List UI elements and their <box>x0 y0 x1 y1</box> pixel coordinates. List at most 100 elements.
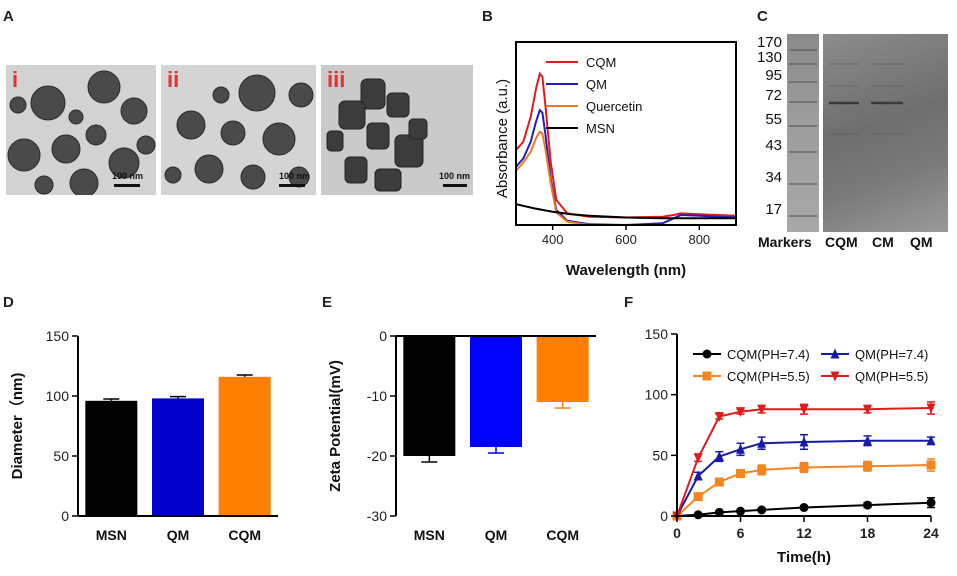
zeta-potential-chart: MSN QM CQM 0 -10 -20 -30 Zeta Potential(mV) <box>327 328 596 543</box>
data-point <box>693 510 703 520</box>
gel-lane-label: CQM <box>825 234 858 250</box>
tem-particles-cqm <box>321 65 473 195</box>
data-point <box>799 436 809 447</box>
scale-bar <box>279 184 305 187</box>
data-point <box>863 404 872 415</box>
tem-image-qm: ii 100 nm <box>161 65 316 195</box>
gel-marker-label: 130 <box>756 49 782 66</box>
gel-lane-label: Markers <box>758 234 812 250</box>
bar-msn <box>403 336 456 456</box>
data-point <box>757 404 767 415</box>
data-point <box>714 477 724 487</box>
data-point <box>757 465 767 475</box>
y-axis-label: Diameter（nm) <box>8 373 26 480</box>
y-tick-label: 0 <box>379 328 387 344</box>
x-tick-label: 24 <box>923 525 939 541</box>
x-tick-label: 800 <box>688 232 710 247</box>
data-point <box>799 404 809 415</box>
legend-label: Quercetin <box>586 99 642 114</box>
y-tick-label: 0 <box>61 508 69 524</box>
gel-marker-label: 170 <box>756 34 782 51</box>
y-tick-label: -20 <box>367 448 387 464</box>
bar-qm <box>152 398 204 516</box>
x-tick-label: 12 <box>796 525 812 541</box>
tem-image-msn: i 100 nm <box>6 65 156 195</box>
data-point <box>926 498 936 508</box>
bar-cqm <box>536 336 589 402</box>
legend-label: MSN <box>586 121 615 136</box>
bar-cqm <box>218 376 271 516</box>
category-label: MSN <box>414 527 445 543</box>
tem-label-i: i <box>12 67 19 92</box>
x-tick-label: 6 <box>737 525 745 541</box>
tem-particles-qm <box>161 65 316 195</box>
y-tick-label: 50 <box>652 447 668 463</box>
data-point <box>926 403 936 414</box>
y-tick-label: 100 <box>645 387 669 403</box>
bar-qm <box>470 336 522 447</box>
legend-marker <box>702 371 712 381</box>
data-point <box>863 500 872 510</box>
y-tick-label: 50 <box>53 448 69 464</box>
category-label: QM <box>167 527 190 543</box>
tem-particles-msn <box>6 65 156 195</box>
series-line-cqm <box>515 71 737 219</box>
x-axis-label: Time(h) <box>777 549 831 566</box>
legend-label: CQM(PH=5.5) <box>727 369 810 384</box>
gel-marker-label: 95 <box>765 67 782 84</box>
diameter-chart: MSN QM CQM 0 50 100 150 Diameter（nm) <box>8 328 278 543</box>
gel-marker-label: 72 <box>765 87 782 104</box>
gel-sample-lanes <box>823 34 948 232</box>
data-point <box>736 443 745 454</box>
x-tick-label: 400 <box>542 232 564 247</box>
y-tick-label: 0 <box>660 508 668 524</box>
series-line-qm <box>515 108 737 227</box>
data-point <box>714 412 724 423</box>
data-point <box>863 435 872 446</box>
tem-label-ii: ii <box>167 67 180 92</box>
category-label: MSN <box>96 527 127 543</box>
x-tick-label: 0 <box>673 525 681 541</box>
data-point <box>714 451 724 462</box>
panel-e-letter: E <box>322 294 333 311</box>
scale-bar <box>114 184 140 187</box>
gel-marker-label: 34 <box>765 169 782 186</box>
y-axis-label: Zeta Potential(mV) <box>327 360 344 492</box>
tem-image-cqm: iii 100 nm <box>321 65 473 195</box>
gel-marker-label: 43 <box>765 137 782 154</box>
series-line-msn <box>515 203 736 220</box>
series-line <box>676 407 932 517</box>
scale-text: 100 nm <box>279 171 311 181</box>
legend-marker <box>830 371 840 382</box>
bar-msn <box>85 400 138 516</box>
data-point <box>799 503 809 513</box>
gel-lane-label: QM <box>910 234 933 250</box>
gel-sample-bands <box>829 63 903 135</box>
y-tick-label: -10 <box>367 388 387 404</box>
data-point <box>799 462 809 472</box>
panel-c-letter: C <box>757 8 768 25</box>
data-point <box>693 470 703 481</box>
x-tick-label: 18 <box>860 525 876 541</box>
data-point <box>714 507 724 517</box>
gel-marker-lane <box>787 34 819 232</box>
data-point <box>736 469 745 479</box>
data-point <box>693 453 703 464</box>
legend-marker <box>702 349 712 359</box>
gel-marker-label: 55 <box>765 111 782 128</box>
category-label: CQM <box>228 527 261 543</box>
scale-bar <box>443 184 467 187</box>
category-label: CQM <box>546 527 579 543</box>
data-point <box>693 492 703 502</box>
data-point <box>926 435 936 446</box>
panel-b-letter: B <box>482 8 493 25</box>
panel-a-letter: A <box>3 8 14 25</box>
data-point <box>736 407 745 418</box>
tem-label-iii: iii <box>327 67 346 92</box>
legend-label: QM(PH=7.4) <box>855 347 928 362</box>
y-tick-label: 150 <box>46 328 70 344</box>
legend-label: QM <box>586 77 607 92</box>
panel-d-letter: D <box>3 294 14 311</box>
data-point <box>757 437 767 448</box>
